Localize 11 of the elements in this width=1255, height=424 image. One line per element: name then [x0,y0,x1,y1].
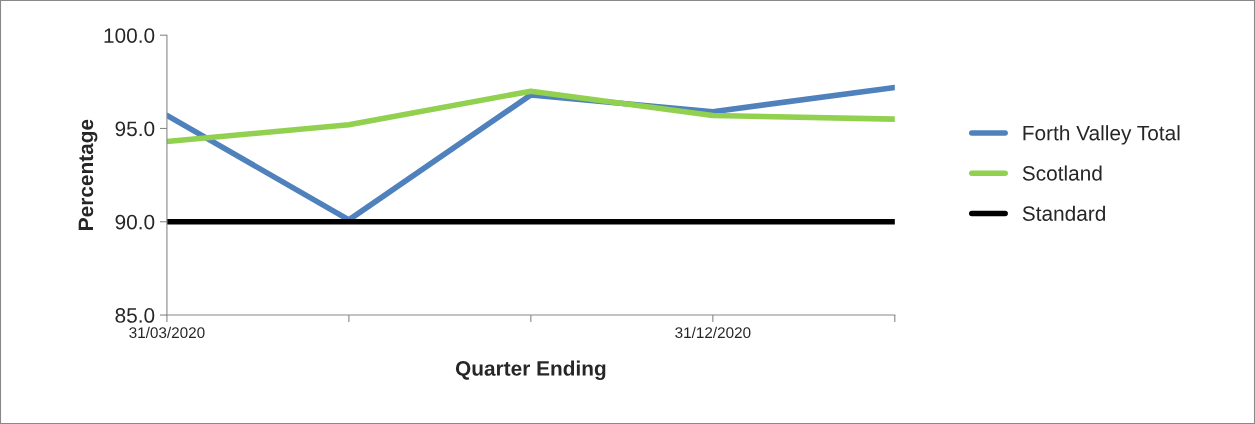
y-tick-label: 85.0 [115,308,155,323]
y-axis-title: Percentage [78,119,98,230]
x-tick-label: 31/03/2020 [129,326,205,339]
x-tick-label: 31/12/2020 [675,326,751,339]
legend-label: Forth Valley Total [1023,125,1180,145]
legend-label: Standard [1022,205,1106,221]
legend-label: Scotland [1022,165,1102,181]
y-tick-label: 100.0 [104,28,155,43]
x-axis-title: Quarter Ending [455,360,606,381]
y-tick-label: 95.0 [115,121,155,137]
y-tick-label: 90.0 [115,214,155,230]
